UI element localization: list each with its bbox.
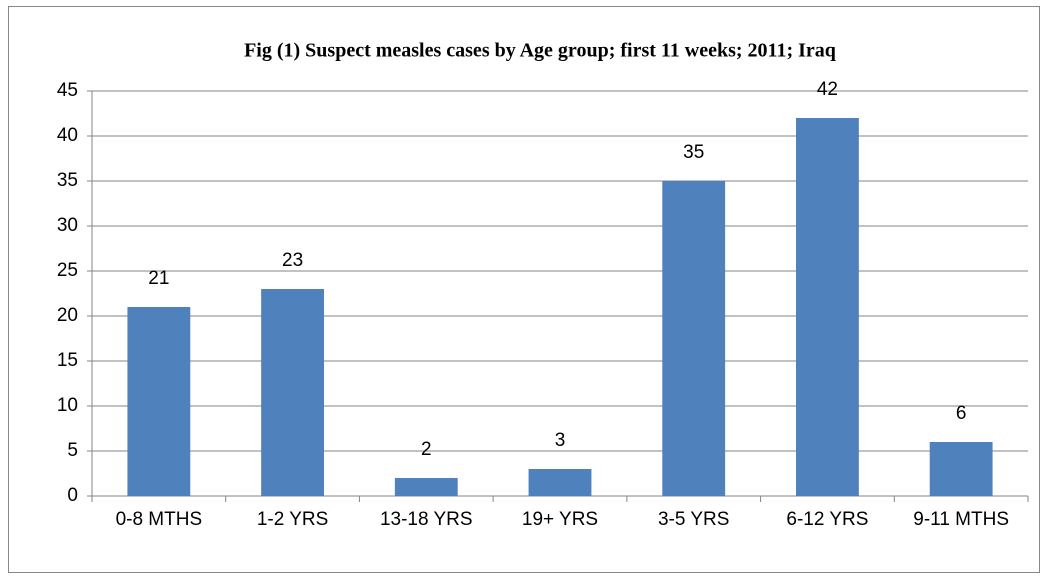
- data-label: 42: [817, 79, 838, 100]
- y-tick-label: 45: [57, 80, 78, 101]
- y-tick-label: 30: [57, 215, 78, 236]
- bar: [796, 118, 859, 496]
- data-label: 3: [555, 430, 566, 451]
- data-label: 2: [421, 439, 432, 460]
- x-tick-label: 6-12 YRS: [786, 509, 868, 530]
- data-label: 23: [282, 250, 303, 271]
- y-tick-label: 25: [57, 260, 78, 281]
- x-tick-label: 9-11 MTHS: [913, 509, 1009, 530]
- x-tick-label: 13-18 YRS: [380, 509, 473, 530]
- x-tick-label: 0-8 MTHS: [116, 509, 203, 530]
- bar: [528, 469, 592, 496]
- data-label: 6: [956, 403, 967, 424]
- y-tick-label: 15: [57, 350, 78, 371]
- x-tick-label: 3-5 YRS: [658, 509, 729, 530]
- bar: [929, 442, 993, 496]
- bar: [394, 478, 458, 496]
- chart-title: Fig (1) Suspect measles cases by Age gro…: [244, 40, 836, 62]
- y-tick-label: 10: [57, 395, 78, 416]
- y-tick-label: 20: [57, 305, 78, 326]
- y-tick-label: 40: [57, 125, 78, 146]
- x-tick-label: 1-2 YRS: [257, 509, 328, 530]
- bar: [127, 307, 191, 496]
- bar: [261, 289, 324, 496]
- y-tick-label: 0: [67, 485, 78, 506]
- x-tick-label: 19+ YRS: [522, 509, 598, 530]
- y-tick-label: 5: [67, 440, 78, 461]
- bar: [662, 181, 726, 496]
- data-label: 35: [683, 142, 704, 163]
- y-tick-label: 35: [57, 170, 78, 191]
- data-label: 21: [148, 268, 169, 289]
